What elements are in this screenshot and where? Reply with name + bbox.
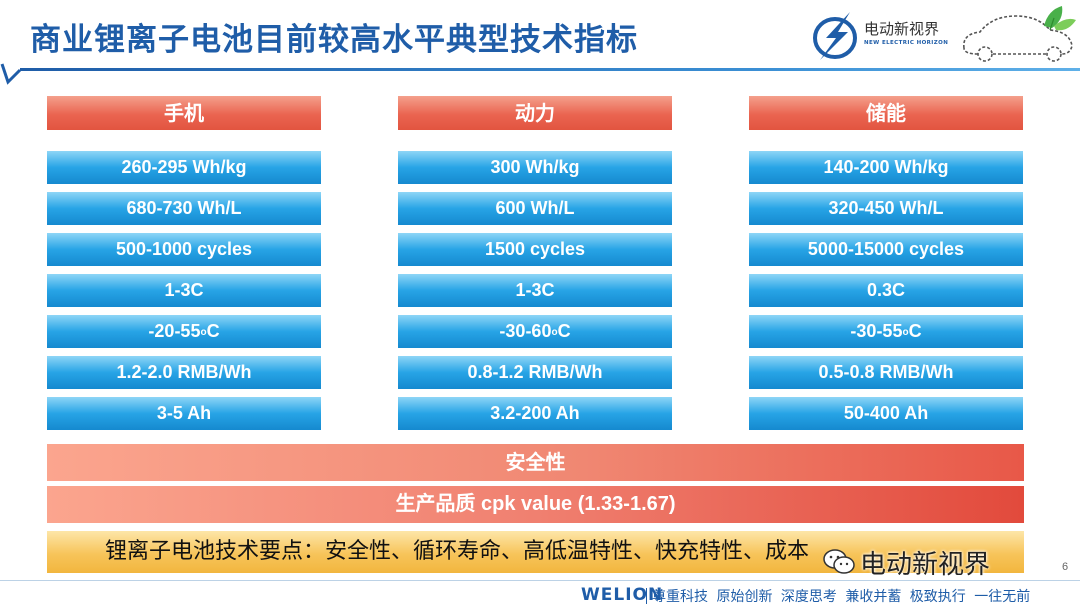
footer-separator: [646, 588, 647, 604]
wechat-icon: [823, 549, 855, 574]
storage-rate: 0.3C: [749, 274, 1023, 307]
power-energy-density: 300 Wh/kg: [398, 151, 672, 184]
page-number: 6: [1062, 561, 1069, 573]
power-temperature: -30-60oC: [398, 315, 672, 348]
phone-cost: 1.2-2.0 RMB/Wh: [47, 356, 321, 389]
storage-temperature: -30-55oC: [749, 315, 1023, 348]
storage-energy-density: 140-200 Wh/kg: [749, 151, 1023, 184]
power-capacity: 3.2-200 Ah: [398, 397, 672, 430]
eco-car-icon: [963, 6, 1076, 62]
safety-band: 安全性: [47, 444, 1024, 481]
phone-energy-density: 260-295 Wh/kg: [47, 151, 321, 184]
footer-brand-logo: WELION: [581, 585, 664, 605]
watermark-text: 电动新视界: [860, 550, 991, 580]
slide-title: 商业锂离子电池目前较高水平典型技术指标: [30, 22, 638, 58]
phone-volumetric-density: 680-730 Wh/L: [47, 192, 321, 225]
phone-rate: 1-3C: [47, 274, 321, 307]
column-header-phone: 手机: [47, 96, 321, 130]
storage-cost: 0.5-0.8 RMB/Wh: [749, 356, 1023, 389]
brand-logo-name: 电动新视界: [864, 20, 940, 38]
power-cost: 0.8-1.2 RMB/Wh: [398, 356, 672, 389]
power-volumetric-density: 600 Wh/L: [398, 192, 672, 225]
production-quality-band: 生产品质 cpk value (1.33-1.67): [47, 486, 1024, 523]
phone-temperature: -20-55oC: [47, 315, 321, 348]
title-hook-decoration: [0, 63, 22, 85]
brand-logo-icon: [813, 12, 857, 60]
footer-divider: [0, 580, 1080, 581]
footer-motto: 尊重科技 原始创新 深度思考 兼收并蓄 极致执行 一往无前: [652, 589, 1031, 605]
power-cycle-life: 1500 cycles: [398, 233, 672, 266]
storage-volumetric-density: 320-450 Wh/L: [749, 192, 1023, 225]
power-rate: 1-3C: [398, 274, 672, 307]
storage-capacity: 50-400 Ah: [749, 397, 1023, 430]
column-header-storage: 储能: [749, 96, 1023, 130]
column-header-power: 动力: [398, 96, 672, 130]
title-underline: [20, 68, 1080, 71]
key-points-band: 锂离子电池技术要点：安全性、循环寿命、高低温特性、快充特性、成本: [47, 531, 1024, 573]
storage-cycle-life: 5000-15000 cycles: [749, 233, 1023, 266]
phone-capacity: 3-5 Ah: [47, 397, 321, 430]
phone-cycle-life: 500-1000 cycles: [47, 233, 321, 266]
brand-logo-subtitle: NEW ELECTRIC HORIZON: [864, 40, 949, 46]
